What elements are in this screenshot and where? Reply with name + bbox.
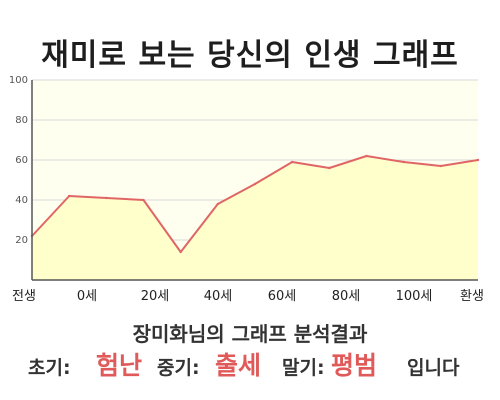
y-tick-labels: 20 40 60 80 100 xyxy=(9,75,28,246)
x-tick-label: 60세 xyxy=(268,289,297,304)
x-tick-label: 환생 xyxy=(460,289,484,304)
y-tick-label: 20 xyxy=(15,235,28,246)
y-tick-label: 60 xyxy=(15,155,28,166)
data-point-9 xyxy=(365,155,367,157)
data-point-5 xyxy=(217,203,219,205)
data-point-3 xyxy=(142,199,144,201)
data-point-1 xyxy=(68,195,70,197)
x-tick-labels: 전생 0세 20세 40세 60세 80세 100세 환생 xyxy=(12,289,484,304)
late-label: 말기: xyxy=(282,353,325,380)
x-tick-label: 0세 xyxy=(77,289,97,304)
x-tick-label: 100세 xyxy=(396,289,433,304)
life-graph-chart: 20 40 60 80 100 전생 0세 20세 40세 60세 80세 100세 환생 xyxy=(0,0,500,310)
analysis-subtitle: 장미화님의 그래프 분석결과 xyxy=(0,318,500,347)
mid-label: 중기: xyxy=(157,353,200,380)
x-tick-label: 40세 xyxy=(204,289,233,304)
x-tick-label: 전생 xyxy=(12,289,36,304)
data-point-4 xyxy=(179,251,181,253)
data-point-11 xyxy=(440,165,442,167)
early-label: 초기: xyxy=(28,353,71,380)
data-point-8 xyxy=(328,167,330,169)
y-tick-label: 40 xyxy=(15,195,28,206)
y-tick-label: 100 xyxy=(9,75,28,86)
data-point-6 xyxy=(254,183,256,185)
mid-value: 출세 xyxy=(215,346,261,382)
early-value: 험난 xyxy=(96,346,142,382)
x-tick-label: 20세 xyxy=(141,289,170,304)
data-point-7 xyxy=(291,161,293,163)
late-value: 평범 xyxy=(331,346,377,382)
y-tick-label: 80 xyxy=(15,115,28,126)
data-point-2 xyxy=(105,197,107,199)
ending-text: 입니다 xyxy=(407,353,459,380)
data-point-10 xyxy=(402,161,404,163)
data-point-12 xyxy=(477,159,479,161)
x-tick-label: 80세 xyxy=(332,289,361,304)
analysis-result: 초기: 험난 중기: 출세 말기: 평범 입니다 xyxy=(0,350,500,386)
